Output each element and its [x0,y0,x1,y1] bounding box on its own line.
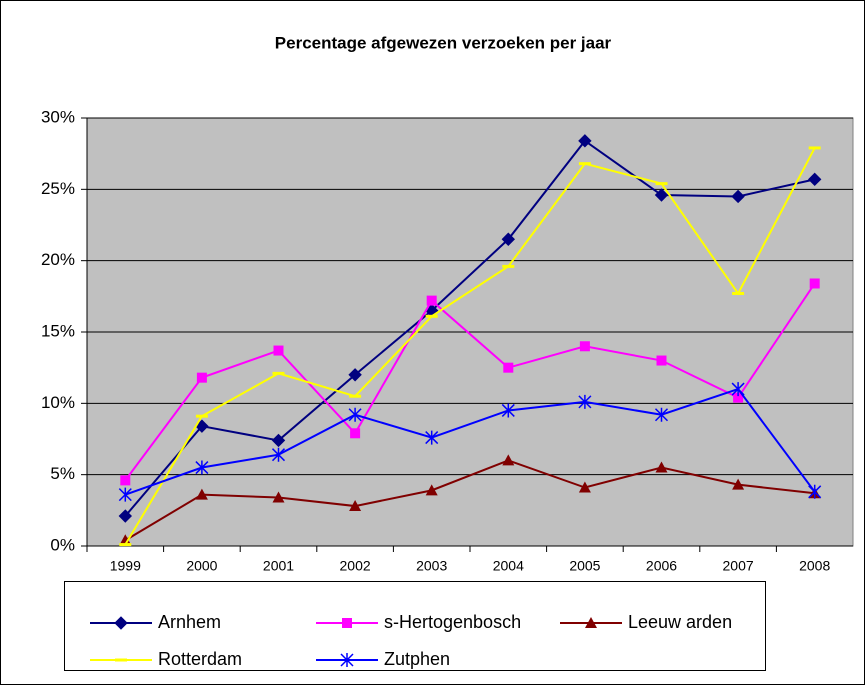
y-tick-label: 15% [41,321,75,340]
x-tick-label: 2008 [799,558,830,574]
x-tick-label: 2000 [186,558,217,574]
marker [502,454,515,466]
marker [585,617,597,628]
marker [503,362,514,373]
x-tick-label: 2006 [646,558,677,574]
legend-label: Zutphen [384,649,450,669]
marker [655,461,668,473]
marker [350,428,361,439]
series-line [124,459,815,542]
legend-label: s-Hertogenbosch [384,612,521,632]
legend-label: Arnhem [158,612,221,632]
marker [501,232,516,246]
series-line [124,139,815,517]
marker [654,188,669,202]
marker [732,478,745,490]
marker [807,172,822,187]
chart-title: Percentage afgewezen verzoeken per jaar [275,33,612,52]
marker [119,534,132,546]
marker [349,500,362,512]
marker [656,355,667,366]
series-line [124,282,816,481]
marker [120,475,131,486]
x-tick-label: 1999 [110,558,141,574]
marker [271,447,286,462]
marker [731,189,745,204]
x-tick-label: 2007 [723,558,754,574]
y-tick-label: 25% [41,179,75,198]
marker [340,653,354,667]
marker [195,488,208,500]
marker [196,372,207,383]
x-tick-label: 2004 [493,558,524,574]
marker [578,481,591,493]
marker [425,430,439,445]
marker [114,616,128,630]
series-line [124,387,816,496]
marker [501,403,515,418]
x-tick-label: 2002 [340,558,371,574]
marker [272,491,285,503]
y-tick-label: 30% [41,107,75,126]
marker [118,487,132,502]
x-tick-label: 2003 [416,558,447,574]
marker [348,407,362,422]
marker [273,345,284,356]
marker [578,134,592,148]
marker [578,394,592,409]
legend [64,581,766,671]
marker [271,433,286,448]
marker [579,341,590,352]
marker [426,295,437,306]
marker [731,382,745,397]
marker [348,368,362,382]
marker [342,618,352,628]
y-tick-label: 0% [50,535,75,554]
series-line [124,147,816,546]
marker [654,407,669,422]
legend-label: Rotterdam [158,649,242,669]
y-tick-label: 10% [41,393,75,412]
y-tick-label: 5% [50,464,75,483]
y-tick-label: 20% [41,250,75,269]
marker [195,460,209,475]
marker [118,509,133,523]
marker [733,392,744,403]
marker [808,484,822,499]
x-tick-label: 2001 [263,558,294,574]
marker [425,484,438,496]
legend-label: Leeuw arden [628,612,732,632]
marker [809,278,820,289]
x-tick-label: 2005 [569,558,600,574]
